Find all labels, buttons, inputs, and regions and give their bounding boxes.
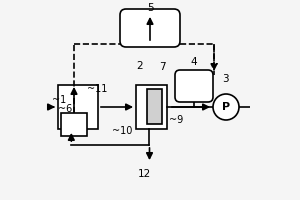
FancyBboxPatch shape [147, 89, 162, 124]
FancyBboxPatch shape [175, 70, 213, 102]
FancyBboxPatch shape [120, 9, 180, 47]
FancyBboxPatch shape [61, 113, 87, 136]
Text: P: P [222, 102, 230, 112]
Text: 12: 12 [138, 169, 151, 179]
Text: 3: 3 [222, 74, 229, 84]
Text: 4: 4 [190, 57, 196, 67]
Text: ~10: ~10 [112, 126, 132, 136]
Text: ~1: ~1 [52, 95, 66, 105]
FancyBboxPatch shape [136, 85, 167, 129]
Circle shape [213, 94, 239, 120]
Text: 7: 7 [159, 62, 166, 72]
Text: ~6: ~6 [58, 104, 72, 114]
Text: ~9: ~9 [169, 115, 183, 125]
Text: ~11: ~11 [87, 84, 107, 94]
Text: 5: 5 [147, 3, 154, 13]
Text: 2: 2 [136, 61, 142, 71]
FancyBboxPatch shape [58, 85, 98, 129]
